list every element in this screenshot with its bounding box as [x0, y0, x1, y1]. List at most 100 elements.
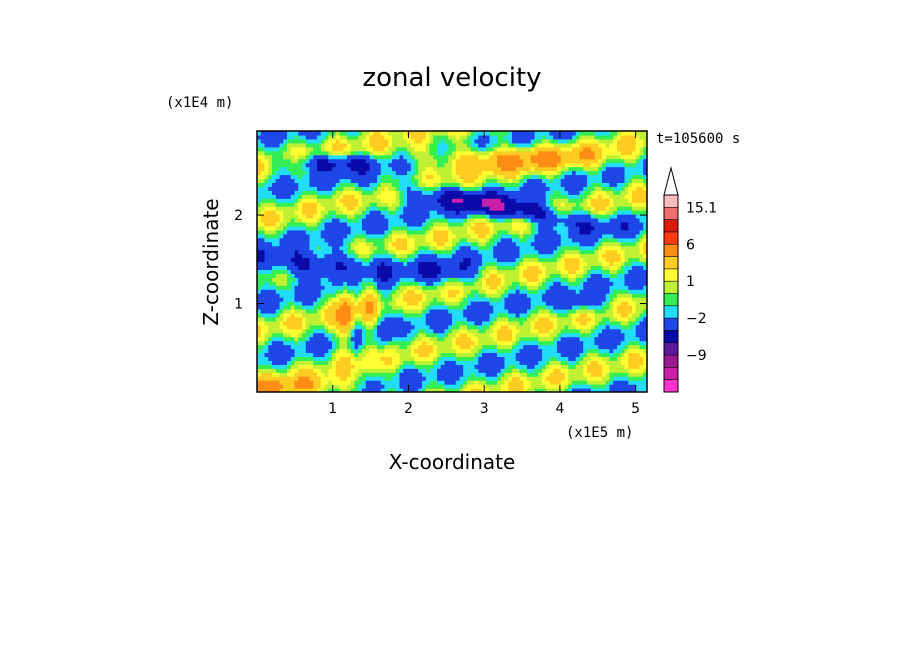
field-cell [328, 142, 333, 148]
field-cell [392, 249, 397, 255]
field-cell [339, 198, 344, 203]
field-cell [440, 384, 446, 389]
field-cell [290, 198, 296, 203]
field-cell [440, 182, 446, 187]
field-cell [302, 233, 307, 239]
field-cell [410, 253, 416, 259]
field-cell [328, 332, 333, 338]
field-cell [530, 194, 536, 199]
field-cell [504, 360, 509, 365]
field-cell [440, 214, 446, 219]
field-cell [380, 372, 386, 377]
field-cell [530, 150, 536, 156]
field-cell [399, 214, 404, 219]
field-cell [335, 305, 341, 310]
field-cell [272, 328, 277, 334]
field-cell [264, 336, 269, 342]
field-cell [392, 170, 397, 176]
field-cell [463, 305, 468, 310]
field-cell [358, 146, 363, 152]
field-cell [482, 194, 487, 199]
field-cell [425, 336, 431, 342]
field-cell [373, 194, 378, 199]
field-cell [474, 241, 479, 247]
field-cell [500, 210, 506, 215]
field-cell [317, 170, 322, 176]
field-cell [407, 257, 412, 263]
field-cell [467, 182, 472, 187]
field-cell [455, 202, 461, 207]
field-cell [275, 332, 281, 338]
field-cell [283, 154, 288, 160]
field-cell [290, 376, 296, 381]
field-cell [489, 356, 494, 361]
field-cell [264, 154, 269, 160]
field-cell [369, 352, 374, 357]
field-cell [440, 344, 446, 350]
field-cell [362, 190, 367, 195]
field-cell [497, 269, 502, 274]
field-cell [373, 245, 378, 251]
field-cell [268, 312, 273, 318]
field-cell [362, 312, 367, 318]
field-cell [500, 198, 506, 203]
field-cell [313, 360, 318, 365]
field-cell [444, 166, 449, 172]
field-cell [287, 162, 292, 168]
field-cell [399, 237, 404, 243]
field-cell [433, 356, 438, 361]
field-cell [362, 289, 367, 294]
field-cell [343, 146, 348, 152]
field-cell [418, 249, 423, 255]
field-cell [467, 198, 472, 203]
field-cell [523, 301, 528, 306]
field-cell [358, 233, 363, 239]
field-cell [313, 134, 318, 140]
field-cell [410, 257, 416, 263]
field-cell [268, 225, 273, 231]
field-cell [290, 277, 296, 282]
field-cell [358, 225, 363, 231]
field-cell [268, 237, 273, 243]
field-cell [317, 214, 322, 219]
field-cell [328, 312, 333, 318]
field-cell [309, 249, 314, 255]
field-cell [313, 233, 318, 239]
field-cell [474, 221, 479, 227]
field-cell [504, 336, 509, 342]
field-cell [320, 138, 326, 144]
field-cell [339, 344, 344, 350]
field-cell [403, 225, 408, 231]
field-cell [388, 293, 393, 298]
field-cell [455, 328, 461, 334]
field-cell [373, 154, 378, 160]
field-cell [482, 305, 487, 310]
field-cell [272, 269, 277, 274]
field-cell [504, 384, 509, 389]
field-cell [283, 131, 288, 136]
field-cell [377, 356, 382, 361]
field-cell [395, 305, 401, 310]
field-cell [410, 364, 416, 369]
field-cell [313, 162, 318, 168]
field-cell [433, 225, 438, 231]
field-cell [538, 269, 543, 274]
field-cell [335, 174, 341, 180]
field-cell [264, 340, 269, 346]
field-cell [328, 320, 333, 326]
field-cell [452, 249, 457, 255]
field-cell [309, 245, 314, 251]
field-cell [463, 174, 468, 180]
field-cell [482, 237, 487, 243]
field-cell [317, 241, 322, 247]
field-cell [347, 344, 352, 350]
field-cell [500, 146, 506, 152]
field-cell [380, 142, 386, 148]
field-cell [380, 348, 386, 354]
field-cell [407, 221, 412, 227]
field-cell [332, 388, 337, 392]
field-cell [275, 384, 281, 389]
field-cell [538, 218, 543, 223]
field-cell [519, 344, 524, 350]
field-cell [425, 281, 431, 286]
